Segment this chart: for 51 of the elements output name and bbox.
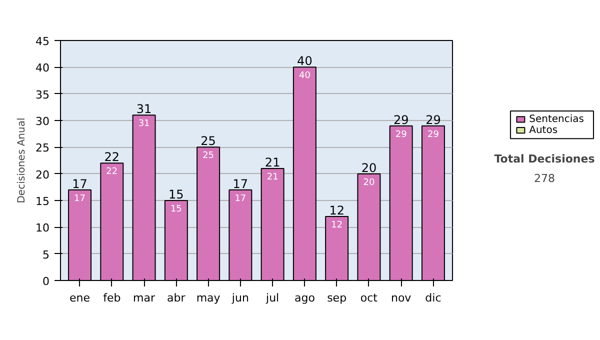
x-tick-label: jun bbox=[230, 292, 249, 304]
total-label: 31 bbox=[136, 102, 152, 116]
x-tick-label: feb bbox=[103, 292, 121, 304]
data-label: 29 bbox=[427, 130, 440, 140]
data-label: 17 bbox=[234, 194, 246, 204]
data-label: 29 bbox=[395, 130, 408, 140]
text: Total Decisiones bbox=[494, 152, 596, 166]
y-tick-label: 20 bbox=[36, 168, 50, 182]
y-axis-title: Decisiones Anual bbox=[16, 118, 28, 204]
x-tick-label: ene bbox=[70, 292, 90, 304]
y-tick-label: 40 bbox=[36, 62, 50, 75]
legend-label: Autos bbox=[529, 124, 558, 136]
total-label: 17 bbox=[72, 176, 88, 191]
total-label: 22 bbox=[104, 150, 120, 164]
x-tick-label: nov bbox=[390, 292, 412, 304]
data-label: 21 bbox=[266, 172, 278, 182]
data-label: 40 bbox=[298, 71, 311, 82]
y-tick-label: 5 bbox=[42, 248, 50, 262]
y-tick-label: 35 bbox=[36, 88, 50, 102]
total-label: 29 bbox=[393, 112, 409, 127]
total-label: 17 bbox=[232, 176, 248, 191]
x-tick-label: abr bbox=[167, 292, 186, 304]
total-label: 15 bbox=[168, 188, 184, 202]
y-tick-label: 0 bbox=[42, 275, 50, 288]
total-label: 25 bbox=[200, 134, 216, 148]
data-label: 25 bbox=[202, 151, 214, 162]
y-tick-label: 45 bbox=[36, 35, 50, 48]
legend-label: Sentencias bbox=[529, 114, 584, 125]
y-tick-label: 15 bbox=[36, 195, 50, 208]
y-tick-label: 30 bbox=[36, 115, 50, 128]
total-label: 40 bbox=[297, 54, 312, 68]
x-tick-label: jul bbox=[265, 292, 280, 304]
text: 278 bbox=[534, 172, 555, 186]
data-label: 20 bbox=[363, 178, 375, 188]
x-tick-label: mar bbox=[133, 292, 156, 304]
x-tick-label: sep bbox=[327, 292, 347, 304]
x-tick-label: dic bbox=[425, 292, 442, 304]
data-label: 12 bbox=[331, 220, 343, 230]
data-label: 15 bbox=[170, 204, 182, 214]
data-label: 31 bbox=[138, 119, 150, 130]
x-tick-label: ago bbox=[294, 292, 316, 304]
x-tick-label: oct bbox=[360, 292, 378, 304]
y-tick-label: 10 bbox=[36, 222, 50, 235]
x-tick-label: may bbox=[196, 292, 221, 304]
total-label: 29 bbox=[426, 112, 441, 127]
total-label: 21 bbox=[264, 156, 280, 170]
data-label: 17 bbox=[74, 194, 86, 204]
total-label: 12 bbox=[329, 204, 344, 218]
y-tick-label: 25 bbox=[36, 142, 50, 155]
total-label: 20 bbox=[361, 160, 377, 175]
data-label: 22 bbox=[106, 167, 118, 178]
